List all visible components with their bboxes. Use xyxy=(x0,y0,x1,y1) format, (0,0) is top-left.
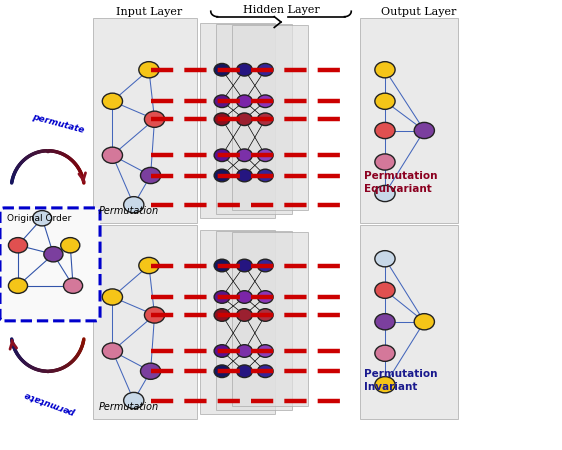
Circle shape xyxy=(8,238,28,253)
Circle shape xyxy=(102,93,123,109)
Circle shape xyxy=(124,197,144,213)
Circle shape xyxy=(257,113,273,126)
Bar xyxy=(232,232,308,406)
Circle shape xyxy=(257,345,273,357)
Bar xyxy=(232,25,308,211)
Circle shape xyxy=(139,257,159,274)
Circle shape xyxy=(214,113,230,126)
Circle shape xyxy=(237,309,252,321)
Circle shape xyxy=(8,278,28,293)
Circle shape xyxy=(144,307,165,323)
Text: Hidden Layer: Hidden Layer xyxy=(243,5,319,15)
Circle shape xyxy=(102,147,123,163)
Text: Permutation
Invariant: Permutation Invariant xyxy=(364,369,438,392)
Bar xyxy=(93,225,197,418)
Circle shape xyxy=(214,63,230,76)
Circle shape xyxy=(237,149,252,162)
Circle shape xyxy=(124,392,144,409)
FancyBboxPatch shape xyxy=(0,208,100,321)
Circle shape xyxy=(375,122,395,139)
Circle shape xyxy=(140,167,161,184)
Circle shape xyxy=(214,345,230,357)
Circle shape xyxy=(237,63,252,76)
Circle shape xyxy=(139,62,159,78)
Text: permutate: permutate xyxy=(31,112,85,135)
Bar xyxy=(360,225,458,418)
Circle shape xyxy=(375,377,395,393)
Text: Input Layer: Input Layer xyxy=(116,7,182,17)
Circle shape xyxy=(257,365,273,378)
Circle shape xyxy=(64,278,83,293)
Circle shape xyxy=(414,122,434,139)
Circle shape xyxy=(375,154,395,170)
Circle shape xyxy=(375,282,395,298)
Circle shape xyxy=(375,251,395,267)
Circle shape xyxy=(214,291,230,303)
Circle shape xyxy=(375,345,395,361)
Bar xyxy=(360,18,458,223)
Circle shape xyxy=(237,259,252,272)
Circle shape xyxy=(414,314,434,330)
Circle shape xyxy=(237,345,252,357)
Circle shape xyxy=(214,95,230,108)
Circle shape xyxy=(61,238,80,253)
Circle shape xyxy=(375,314,395,330)
Text: Output Layer: Output Layer xyxy=(381,7,456,17)
Circle shape xyxy=(237,365,252,378)
Bar xyxy=(216,24,292,214)
Circle shape xyxy=(257,169,273,182)
Text: Permutation
Equivariant: Permutation Equivariant xyxy=(364,171,438,194)
Circle shape xyxy=(237,291,252,303)
Text: Permutation: Permutation xyxy=(98,402,158,412)
Circle shape xyxy=(257,63,273,76)
Circle shape xyxy=(214,309,230,321)
Text: permutate: permutate xyxy=(24,389,78,416)
Circle shape xyxy=(237,113,252,126)
Circle shape xyxy=(257,291,273,303)
Circle shape xyxy=(257,149,273,162)
Text: Original Order: Original Order xyxy=(7,214,71,223)
Circle shape xyxy=(257,259,273,272)
Circle shape xyxy=(102,343,123,359)
Circle shape xyxy=(44,247,63,262)
Bar xyxy=(216,231,292,410)
Circle shape xyxy=(214,365,230,378)
Circle shape xyxy=(140,363,161,379)
Circle shape xyxy=(214,169,230,182)
Circle shape xyxy=(375,93,395,109)
Bar xyxy=(200,230,275,414)
Circle shape xyxy=(33,211,52,226)
Circle shape xyxy=(102,289,123,305)
Circle shape xyxy=(257,309,273,321)
Circle shape xyxy=(144,111,165,127)
Circle shape xyxy=(237,95,252,108)
Bar xyxy=(200,22,275,218)
Circle shape xyxy=(214,259,230,272)
Circle shape xyxy=(257,95,273,108)
Text: Permutation: Permutation xyxy=(98,206,158,216)
Circle shape xyxy=(214,149,230,162)
Bar xyxy=(93,18,197,223)
Circle shape xyxy=(237,169,252,182)
Circle shape xyxy=(375,62,395,78)
Circle shape xyxy=(375,185,395,202)
